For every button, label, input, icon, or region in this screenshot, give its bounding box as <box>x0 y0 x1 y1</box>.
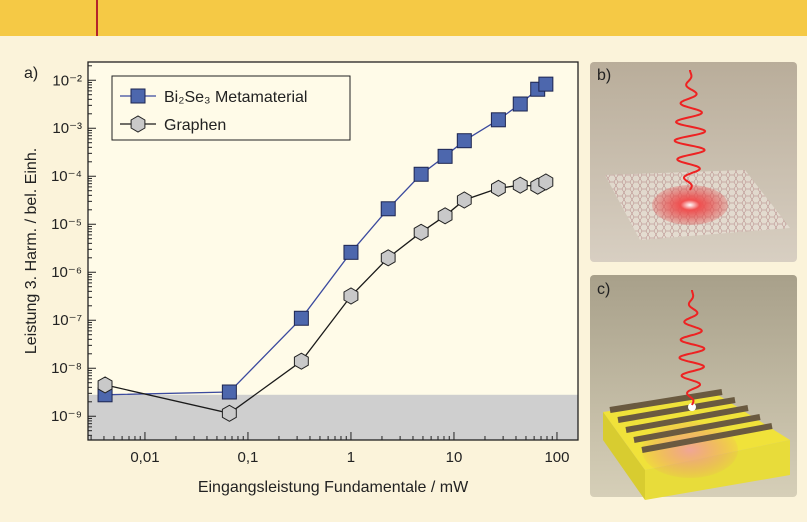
legend-marker <box>131 116 145 132</box>
x-tick-label: 10 <box>446 449 463 466</box>
banner <box>0 0 807 36</box>
marker <box>457 192 471 208</box>
marker <box>513 177 527 193</box>
x-axis-label: Eingangsleistung Fundamentale / mW <box>198 479 469 496</box>
y-axis-label: Leistung 3. Harm. / bel. Einh. <box>23 148 40 354</box>
y-tick-label: 10⁻⁸ <box>51 360 82 377</box>
marker <box>222 405 236 421</box>
legend-marker <box>131 89 145 103</box>
marker <box>414 224 428 240</box>
y-tick-label: 10⁻⁵ <box>51 216 82 233</box>
marker <box>539 77 553 91</box>
y-tick-label: 10⁻⁷ <box>52 312 82 329</box>
y-tick-label: 10⁻⁹ <box>51 408 82 425</box>
marker <box>344 288 358 304</box>
x-tick-label: 0,1 <box>238 449 259 466</box>
illustration-b: b) <box>590 62 797 262</box>
legend-label: Bi₂Se₃ Metamaterial <box>164 89 307 106</box>
legend-box <box>112 76 350 140</box>
plot: 0,01 0,1 1 10 100 10⁻⁹ 10⁻⁸ 10⁻⁷ 10⁻⁶ 10⁻⁵ 10⁻⁴ 10⁻… <box>23 62 578 496</box>
x-tick-label: 100 <box>544 449 569 466</box>
noise-floor <box>88 395 578 440</box>
y-tick-label: 10⁻⁶ <box>51 264 82 281</box>
marker <box>414 167 428 181</box>
panel-label: b) <box>597 67 611 84</box>
marker <box>492 180 506 196</box>
marker <box>98 377 112 393</box>
marker <box>457 134 471 148</box>
x-tick-label: 0,01 <box>130 449 159 466</box>
page: 0,01 0,1 1 10 100 10⁻⁹ 10⁻⁸ 10⁻⁷ 10⁻⁶ 10⁻⁵ 10⁻⁴ 10⁻… <box>0 0 807 522</box>
marker <box>222 385 236 399</box>
marker <box>513 97 527 111</box>
y-tick-label: 10⁻⁴ <box>51 168 82 185</box>
legend-label: Graphen <box>164 117 226 134</box>
marker <box>294 311 308 325</box>
marker <box>539 174 553 190</box>
marker <box>381 202 395 216</box>
marker <box>294 353 308 369</box>
y-tick-label: 10⁻³ <box>52 120 82 137</box>
chart: 0,01 0,1 1 10 100 10⁻⁹ 10⁻⁸ 10⁻⁷ 10⁻⁶ 10⁻⁵ 10⁻⁴ 10⁻… <box>0 0 807 522</box>
marker <box>381 250 395 266</box>
panel-label: a) <box>24 65 38 82</box>
marker <box>438 208 452 224</box>
panel-label: c) <box>597 281 610 298</box>
illustration-c: c) <box>590 275 797 500</box>
marker <box>344 245 358 259</box>
x-tick-label: 1 <box>347 449 355 466</box>
y-tick-label: 10⁻² <box>52 72 82 89</box>
marker <box>438 149 452 163</box>
marker <box>491 113 505 127</box>
